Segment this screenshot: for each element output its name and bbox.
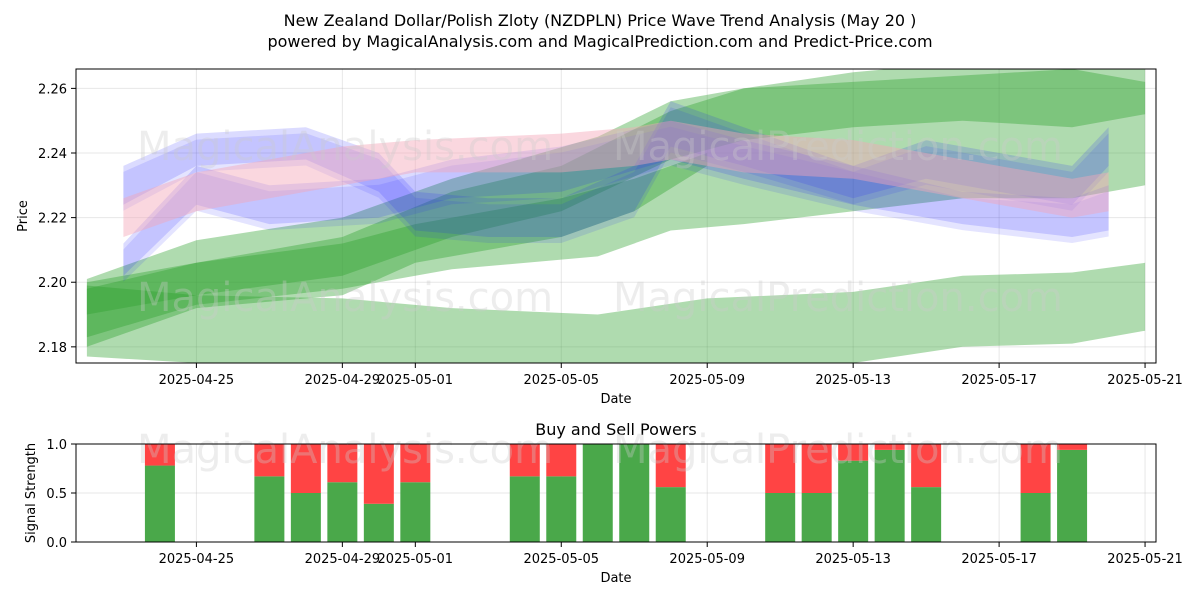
buy-bar bbox=[1020, 493, 1051, 542]
y-tick-label: 0.5 bbox=[46, 487, 67, 502]
sell-bar bbox=[1057, 444, 1088, 450]
price-plot: MagicalAnalysis.com MagicalPrediction.com… bbox=[16, 68, 1183, 407]
sell-bar bbox=[911, 444, 942, 488]
x-tick-label: 2025-05-09 bbox=[669, 552, 745, 567]
buy-bar bbox=[874, 449, 905, 542]
sell-bar bbox=[838, 444, 869, 461]
x-tick-label: 2025-05-17 bbox=[961, 552, 1037, 567]
wave-band-blue-5 bbox=[123, 120, 1109, 276]
x-tick-label: 2025-05-05 bbox=[523, 373, 599, 388]
buy-bar bbox=[1057, 449, 1088, 542]
sell-bar bbox=[400, 444, 431, 483]
wave-band-green-1 bbox=[86, 69, 1146, 338]
y-tick-label: 2.22 bbox=[38, 212, 67, 227]
sell-bar bbox=[546, 444, 577, 477]
y-tick-label: 2.20 bbox=[38, 276, 67, 291]
wave-band-green-2 bbox=[86, 69, 1146, 315]
wave-band-green-0 bbox=[86, 262, 1146, 363]
wave-bands bbox=[86, 69, 1146, 363]
wave-band-green-3 bbox=[86, 153, 708, 347]
x-tick-label: 2025-04-25 bbox=[159, 552, 235, 567]
x-tick-label: 2025-05-01 bbox=[378, 552, 454, 567]
x-tick-label: 2025-04-25 bbox=[159, 373, 235, 388]
sell-bar bbox=[874, 444, 905, 450]
x-tick-label: 2025-04-29 bbox=[305, 373, 381, 388]
price-plot-frame bbox=[75, 68, 1157, 364]
sell-bar bbox=[801, 444, 832, 493]
buy-bar bbox=[254, 476, 285, 542]
buy-bar bbox=[911, 487, 942, 542]
buy-bar bbox=[619, 444, 650, 542]
y-tick-label: 2.26 bbox=[38, 82, 67, 97]
x-tick-label: 2025-05-09 bbox=[669, 373, 745, 388]
buy-bar bbox=[546, 476, 577, 542]
chart-subtitle: powered by MagicalAnalysis.com and Magic… bbox=[267, 32, 932, 51]
sell-bar bbox=[655, 444, 686, 488]
wave-band-blue-layer-5 bbox=[123, 126, 1109, 282]
y-tick-label: 2.24 bbox=[38, 147, 67, 162]
x-tick-label: 2025-05-13 bbox=[815, 373, 891, 388]
buy-bar bbox=[400, 482, 431, 542]
watermark: MagicalPrediction.com bbox=[613, 275, 1063, 321]
sell-bar bbox=[1020, 444, 1051, 493]
x-tick-label: 2025-05-17 bbox=[961, 373, 1037, 388]
sell-bar bbox=[765, 444, 796, 493]
buy-bar bbox=[655, 487, 686, 542]
buy-bar bbox=[765, 493, 796, 542]
buy-bar bbox=[801, 493, 832, 542]
wave-band-blue-layer-4 bbox=[123, 107, 1109, 243]
buy-bar bbox=[327, 482, 358, 542]
signal-plot-title: Buy and Sell Powers bbox=[535, 420, 697, 439]
watermark: MagicalPrediction.com bbox=[613, 427, 1063, 473]
y-axis-label: Signal Strength bbox=[24, 443, 39, 543]
y-tick-label: 0.0 bbox=[46, 536, 67, 551]
x-axis-label: Date bbox=[600, 392, 631, 407]
x-tick-label: 2025-05-13 bbox=[815, 552, 891, 567]
x-tick-label: 2025-05-21 bbox=[1107, 552, 1183, 567]
sell-bar bbox=[509, 444, 540, 477]
wave-band-blue-4 bbox=[123, 101, 1109, 237]
sell-bar bbox=[363, 444, 394, 504]
x-tick-label: 2025-05-01 bbox=[378, 373, 454, 388]
sell-bar bbox=[254, 444, 285, 477]
x-tick-label: 2025-05-21 bbox=[1107, 373, 1183, 388]
watermark: MagicalAnalysis.com bbox=[137, 275, 553, 321]
sell-bar bbox=[144, 444, 175, 466]
sell-bar bbox=[327, 444, 358, 483]
x-tick-label: 2025-04-29 bbox=[305, 552, 381, 567]
watermark: MagicalAnalysis.com bbox=[137, 427, 553, 473]
buy-bar bbox=[144, 465, 175, 542]
watermark: MagicalPrediction.com bbox=[613, 124, 1063, 170]
sell-bar bbox=[290, 444, 321, 493]
chart-title: New Zealand Dollar/Polish Zloty (NZDPLN)… bbox=[284, 11, 917, 30]
buy-bar bbox=[363, 503, 394, 542]
y-tick-label: 1.0 bbox=[46, 438, 67, 453]
buy-bar bbox=[582, 444, 613, 542]
buy-bar bbox=[509, 476, 540, 542]
y-axis-label: Price bbox=[16, 200, 31, 232]
buy-bar bbox=[838, 460, 869, 542]
x-tick-label: 2025-05-05 bbox=[523, 552, 599, 567]
x-axis-label: Date bbox=[600, 571, 631, 586]
y-tick-label: 2.18 bbox=[38, 341, 67, 356]
buy-bar bbox=[290, 493, 321, 542]
watermark: MagicalAnalysis.com bbox=[137, 124, 553, 170]
wave-band-pink-6 bbox=[123, 120, 1109, 237]
